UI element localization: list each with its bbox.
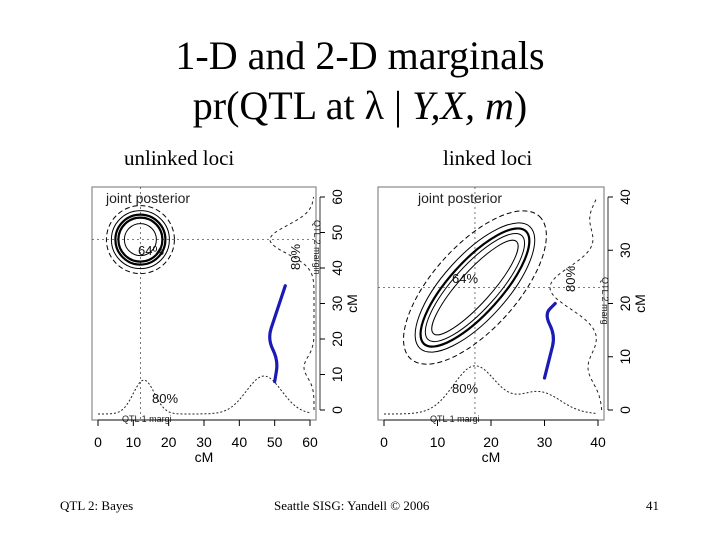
left-chart: joint posterior 64% 80% 80% QTL 1 margi QTL 2… <box>91 186 360 465</box>
y-tick-label: 30 <box>329 296 345 312</box>
contour-line <box>414 222 536 353</box>
y-tick-label: 60 <box>329 189 345 205</box>
x-axis-label: cM <box>195 449 214 465</box>
y-tick-label: 30 <box>617 242 633 258</box>
x-tick-label: 40 <box>590 434 606 450</box>
contour-line <box>431 239 519 336</box>
qtl1-marginal-curve <box>98 375 311 415</box>
x-tick-label: 20 <box>161 434 177 450</box>
x-tick-label: 10 <box>126 434 142 450</box>
contour-line <box>123 223 157 257</box>
qtl2-marginal-label: QTL 2 marg <box>600 277 610 325</box>
x-tick-label: 50 <box>267 434 283 450</box>
x-tick-label: 10 <box>430 434 446 450</box>
right-chart: joint posterior 64% 80% 80% QTL 1 margi QTL 2… <box>377 186 648 465</box>
contour-line <box>110 210 170 270</box>
x-tick-label: 20 <box>483 434 499 450</box>
title-variables: Y,X, m <box>411 83 514 128</box>
y-tick-label: 0 <box>617 406 633 414</box>
qtl2-marginal-curve <box>269 196 315 410</box>
title-separator: | <box>383 83 412 128</box>
y-tick-label: 50 <box>329 225 345 241</box>
y-tick-label: 10 <box>617 349 633 365</box>
y-tick-label: 0 <box>329 406 345 414</box>
annotation-64-percent: 64% <box>138 243 164 258</box>
lambda-symbol: λ <box>364 83 384 128</box>
y-tick-label: 20 <box>329 331 345 347</box>
highlighted-marginal-path <box>268 284 287 384</box>
y-axis-label: cM <box>344 294 360 313</box>
title-prefix: pr(QTL at <box>192 83 365 128</box>
annotation-80-percent-right: 80% <box>288 244 303 270</box>
contour-line <box>403 210 547 365</box>
y-tick-label: 40 <box>617 189 633 205</box>
slide-title-line-2: pr(QTL at λ | Y,X, m) <box>0 84 720 128</box>
highlighted-marginal-path <box>542 301 557 380</box>
contour-line <box>105 205 175 275</box>
slide-title-line-1: 1-D and 2-D marginals <box>175 33 545 78</box>
annotation-64-percent: 64% <box>452 271 478 286</box>
y-tick-label: 10 <box>329 367 345 383</box>
chart-title: joint posterior <box>105 190 190 206</box>
qtl2-marginal-curve <box>549 198 603 411</box>
right-panel-label: linked loci <box>443 146 533 170</box>
qtl1-marginal-label: QTL 1 margi <box>430 414 480 424</box>
x-tick-label: 30 <box>196 434 212 450</box>
title-suffix: ) <box>513 83 528 128</box>
x-tick-label: 60 <box>302 434 318 450</box>
contour-line <box>424 232 526 343</box>
y-tick-label: 40 <box>329 260 345 276</box>
contour-line <box>114 213 167 266</box>
qtl1-marginal-curve <box>384 365 597 415</box>
footer-left: QTL 2: Bayes <box>60 498 134 513</box>
x-tick-label: 0 <box>94 434 102 450</box>
contour-line <box>117 216 164 263</box>
contour-line <box>419 227 531 348</box>
annotation-80-percent-bottom: 80% <box>152 391 178 406</box>
y-tick-label: 20 <box>617 296 633 312</box>
plot-frame <box>377 186 605 421</box>
annotation-80-percent-right: 80% <box>563 266 578 292</box>
y-axis-label: cM <box>632 294 648 313</box>
chart-title: joint posterior <box>417 190 502 206</box>
annotation-80-percent-bottom: 80% <box>452 381 478 396</box>
footer-center: Seattle SISG: Yandell © 2006 <box>274 498 430 513</box>
x-tick-label: 40 <box>232 434 248 450</box>
footer-page-number: 41 <box>646 498 659 513</box>
x-tick-label: 0 <box>380 434 388 450</box>
qtl1-marginal-label: QTL 1 margi <box>122 414 172 424</box>
x-tick-label: 30 <box>537 434 553 450</box>
qtl2-marginal-label: QTL 2 margin <box>312 220 322 275</box>
x-axis-label: cM <box>482 449 501 465</box>
left-panel-label: unlinked loci <box>124 146 235 170</box>
